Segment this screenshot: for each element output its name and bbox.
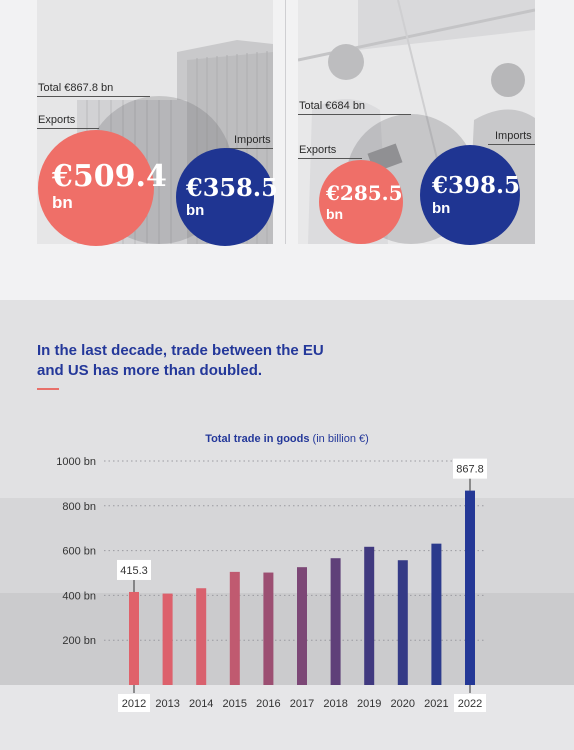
x-tick-label: 2013 <box>155 698 179 710</box>
y-tick-label: 200 bn <box>62 635 96 647</box>
bar-2020 <box>397 560 408 685</box>
x-tick-label: 2020 <box>391 698 415 710</box>
panel-divider <box>285 0 286 244</box>
x-tick-label: 2015 <box>223 698 247 710</box>
left-imports-circle: €358.5 bn <box>176 148 278 246</box>
right-imports-label: Imports <box>495 130 532 142</box>
left-total-label: Total €867.8 bn <box>38 82 114 94</box>
data-label: 415.3 <box>120 565 148 577</box>
x-tick-label: 2018 <box>323 698 347 710</box>
chart-title-main: Total trade in goods <box>205 433 310 445</box>
x-tick-label: 2012 <box>122 698 146 710</box>
right-imports-unit: bn <box>432 200 451 217</box>
x-tick-label: 2014 <box>189 698 213 710</box>
headline-accent-rule <box>37 388 59 390</box>
bar-2015 <box>229 571 240 685</box>
x-label-box <box>118 694 150 712</box>
data-label-box <box>453 458 487 479</box>
right-exports-label: Exports <box>299 144 337 156</box>
left-exports-circle: €509.4 bn <box>38 130 167 246</box>
bar-2021 <box>431 543 442 685</box>
left-exports-label: Exports <box>38 114 76 126</box>
bar-2016 <box>263 572 274 685</box>
left-imports-rule <box>226 148 273 149</box>
bar-2012 <box>129 591 139 685</box>
bar-2018 <box>330 558 341 685</box>
chart-title: Total trade in goods (in billion €) <box>0 433 574 445</box>
bar-2019 <box>364 546 375 685</box>
section-headline: In the last decade, trade between the EU… <box>37 342 324 379</box>
x-tick-label: 2021 <box>424 698 448 710</box>
bar-2013 <box>162 593 173 685</box>
left-total-rule <box>37 96 150 97</box>
summary-section: Total €867.8 bn Exports Imports €509.4 b… <box>0 0 574 300</box>
left-exports-value: €509.4 <box>52 159 167 194</box>
x-tick-label: 2022 <box>458 698 482 710</box>
left-imports-unit: bn <box>186 202 205 219</box>
y-tick-label: 400 bn <box>62 590 96 602</box>
bar-2014 <box>196 588 207 685</box>
right-exports-circle: €285.5 bn <box>319 160 403 244</box>
x-tick-label: 2019 <box>357 698 381 710</box>
right-total-label: Total €684 bn <box>299 100 366 112</box>
left-exports-unit: bn <box>52 193 73 212</box>
y-tick-label: 800 bn <box>62 501 96 513</box>
right-imports-value: €398.5 <box>432 172 521 199</box>
bar-2022 <box>465 490 475 685</box>
right-imports-rule <box>488 144 535 145</box>
right-total-rule <box>298 114 411 115</box>
left-imports-label: Imports <box>234 134 271 146</box>
x-tick-label: 2017 <box>290 698 314 710</box>
chart-title-unit: (in billion €) <box>309 433 369 445</box>
chart-band <box>0 498 574 593</box>
x-tick-label: 2016 <box>256 698 280 710</box>
chart-band <box>0 593 574 685</box>
left-exports-rule <box>37 128 99 129</box>
left-imports-value: €358.5 <box>186 173 278 202</box>
right-exports-unit: bn <box>326 206 344 222</box>
right-exports-rule <box>298 158 362 159</box>
data-label-box <box>117 559 151 580</box>
y-tick-label: 600 bn <box>62 546 96 558</box>
right-imports-circle: €398.5 bn <box>420 145 520 245</box>
x-label-box <box>454 694 486 712</box>
right-exports-value: €285.5 <box>326 181 403 205</box>
bar-2017 <box>297 567 307 685</box>
data-label: 867.8 <box>456 464 484 476</box>
y-tick-label: 1000 bn <box>56 456 96 468</box>
